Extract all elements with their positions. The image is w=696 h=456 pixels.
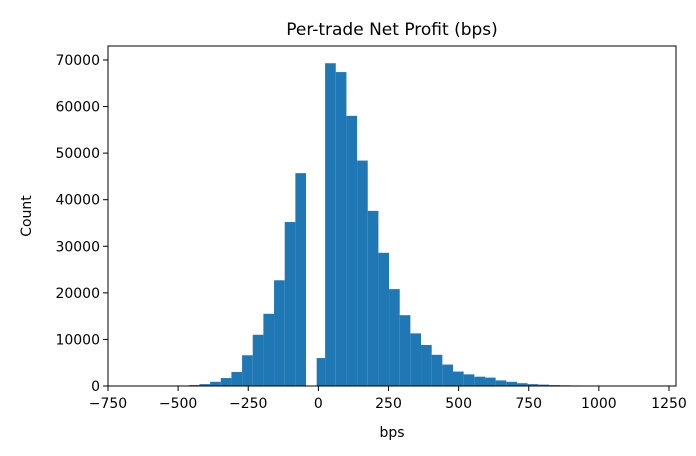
x-tick-label: −250	[229, 396, 267, 412]
histogram-bar	[410, 333, 422, 386]
y-tick-label: 20000	[55, 286, 100, 302]
histogram-bar	[367, 210, 379, 386]
histogram-bar	[484, 377, 496, 386]
histogram-bar	[378, 252, 390, 386]
histogram-bar	[274, 280, 285, 386]
histogram-bar	[527, 384, 539, 386]
histogram-bar	[389, 289, 400, 386]
x-tick-label: 250	[375, 396, 402, 412]
histogram-bar	[399, 315, 411, 386]
histogram-bar	[210, 381, 221, 386]
histogram-bar	[538, 384, 549, 386]
y-tick-label: 30000	[55, 239, 100, 255]
x-axis: −750 −500 −250 0 250 500 750 1000 1250	[89, 386, 687, 412]
x-axis-label: bps	[379, 425, 404, 441]
histogram-bar	[453, 371, 464, 386]
histogram-bar	[442, 364, 454, 386]
histogram-bar	[284, 222, 296, 386]
histogram-bar	[474, 376, 485, 386]
x-tick-label: 500	[445, 396, 472, 412]
plot-frame	[107, 45, 677, 387]
y-axis-label: Count	[19, 195, 35, 237]
histogram-bar	[295, 173, 307, 386]
histogram-bar	[431, 354, 443, 386]
histogram-bar	[516, 383, 528, 386]
histogram-bar	[316, 358, 326, 386]
histogram-bar	[199, 384, 211, 386]
histogram-bar	[463, 374, 475, 386]
histogram-bar	[495, 380, 507, 386]
y-tick-label: 40000	[55, 193, 100, 209]
x-tick-label: 0	[314, 396, 323, 412]
histogram-bar	[335, 72, 347, 387]
y-tick-label: 50000	[55, 146, 100, 162]
x-tick-label: −500	[159, 396, 197, 412]
histogram-bar	[506, 381, 517, 386]
histogram-bar	[242, 355, 253, 386]
histogram-bar	[325, 63, 336, 386]
x-tick-label: 750	[515, 396, 542, 412]
y-tick-label: 0	[91, 379, 100, 395]
histogram-bar	[231, 372, 243, 386]
histogram-bar	[346, 115, 358, 387]
y-tick-label: 10000	[55, 332, 100, 348]
x-tick-label: −750	[89, 396, 127, 412]
histogram-bar	[220, 378, 232, 386]
x-tick-label: 1000	[581, 396, 617, 412]
bars-group	[178, 63, 592, 387]
x-tick-label: 1250	[651, 396, 687, 412]
y-tick-label: 70000	[55, 53, 100, 69]
histogram-bar	[252, 334, 264, 386]
y-tick-label: 60000	[55, 100, 100, 116]
chart-title: Per-trade Net Profit (bps)	[286, 20, 498, 40]
histogram-bar	[357, 160, 368, 386]
y-axis: 0 10000 20000 30000 40000 50000 60000 70000	[55, 53, 108, 395]
histogram-bar	[263, 313, 275, 386]
histogram-bar	[421, 345, 432, 386]
